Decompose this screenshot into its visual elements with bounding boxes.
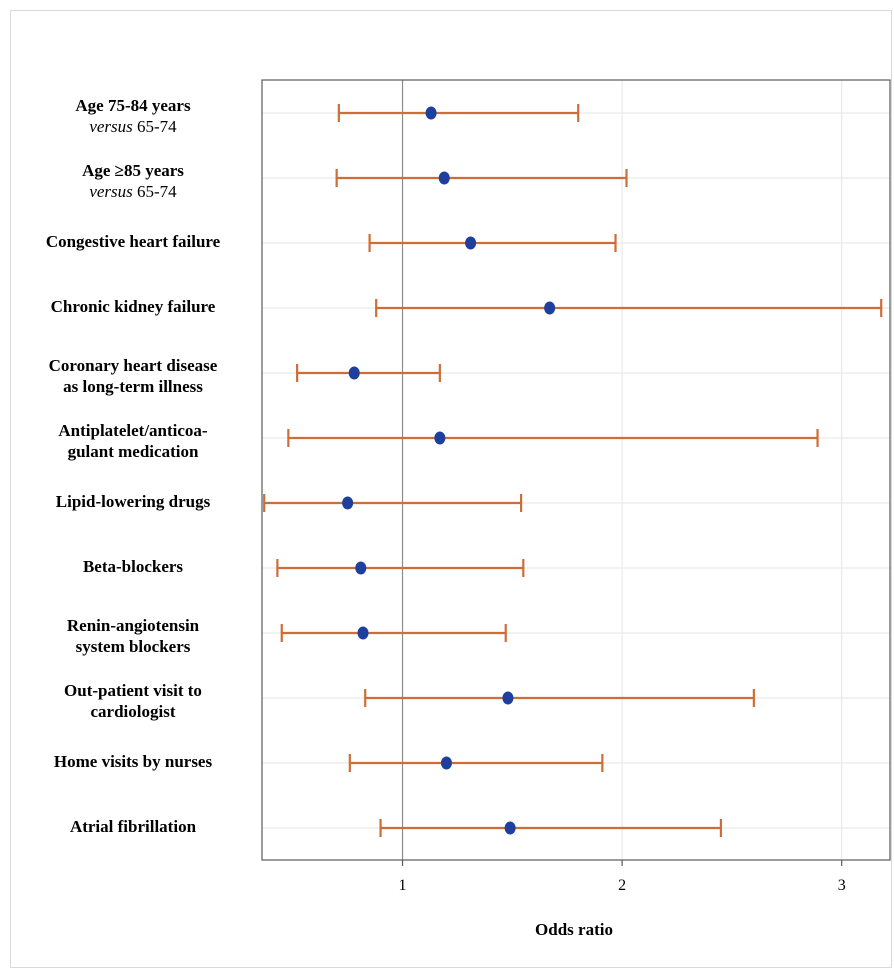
row-label-text: Beta-blockers [82, 557, 184, 576]
row-label-text: Age 75-84 years [75, 96, 191, 115]
row-label-subtext: versus 65-74 [89, 117, 177, 136]
odds-ratio-point [438, 171, 450, 185]
odds-ratio-point [504, 821, 516, 835]
odds-ratio-point [440, 756, 452, 770]
row-label-text: Home visits by nurses [53, 752, 213, 771]
row-label-text-line2: as long-term illness [63, 377, 203, 396]
row-label-text: Congestive heart failure [45, 232, 221, 251]
x-tick-label: 2 [618, 877, 626, 894]
row-label: Lipid-lowering drugs [8, 491, 258, 512]
odds-ratio-point [544, 301, 556, 315]
row-label: Age 75-84 years versus 65-74 [8, 95, 258, 137]
odds-ratio-point [465, 236, 477, 250]
row-label-text-line2: gulant medication [67, 442, 199, 461]
row-label-text: Renin-angiotensin [66, 616, 200, 635]
row-label-text: Out-patient visit to [64, 681, 202, 700]
row-label: Coronary heart disease as long-term illne… [8, 355, 258, 397]
row-label-text: Antiplatelet/anticoa- [58, 421, 208, 440]
row-label: Antiplatelet/anticoa-gulant medication [8, 420, 258, 462]
row-label: Chronic kidney failure [8, 296, 258, 317]
odds-ratio-point [357, 626, 369, 640]
figure-frame [10, 10, 892, 968]
x-axis-label: Odds ratio [535, 920, 613, 939]
row-label: Atrial fibrillation [8, 816, 258, 837]
row-label-text: Age ≥85 years [82, 161, 184, 180]
odds-ratio-point [342, 496, 354, 510]
row-label-subtext: versus 65-74 [89, 182, 177, 201]
row-label-text: Coronary heart disease [48, 356, 218, 375]
x-tick-label: 1 [399, 877, 407, 894]
row-label: Renin-angiotensin system blockers [8, 615, 258, 657]
row-label-text-line2: cardiologist [90, 702, 176, 721]
row-label: Beta-blockers [8, 556, 258, 577]
odds-ratio-point [502, 691, 514, 705]
odds-ratio-point [348, 366, 360, 380]
odds-ratio-point [355, 561, 367, 575]
row-label-text: Atrial fibrillation [69, 817, 197, 836]
odds-ratio-point [425, 106, 437, 120]
row-label-text: Chronic kidney failure [50, 297, 216, 316]
x-tick-label: 3 [838, 877, 846, 894]
row-label-text-line2: system blockers [75, 637, 191, 656]
plot-border [261, 79, 891, 861]
row-label-text: Lipid-lowering drugs [55, 492, 211, 511]
row-label: Congestive heart failure [8, 231, 258, 252]
row-label: Out-patient visit to cardiologist [8, 680, 258, 722]
row-label: Age ≥85 years versus 65-74 [8, 160, 258, 202]
odds-ratio-point [434, 431, 446, 445]
row-label: Home visits by nurses [8, 751, 258, 772]
